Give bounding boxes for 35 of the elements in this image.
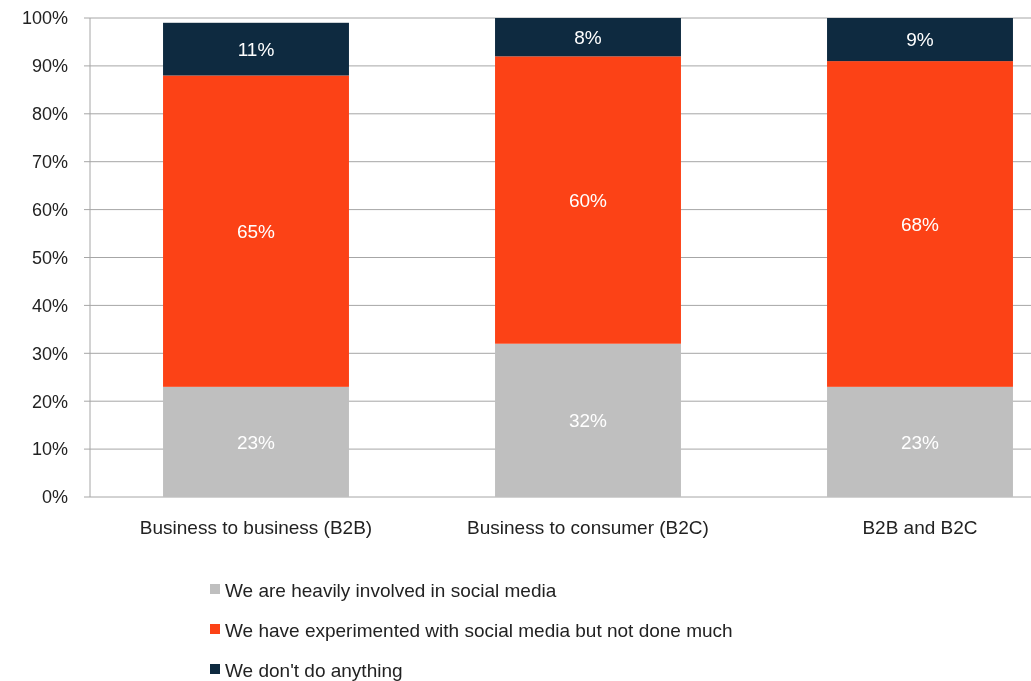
data-label: 60%: [568, 189, 608, 211]
bar: [495, 343, 681, 497]
legend-label: We don't do anything: [225, 659, 403, 681]
bar: [495, 18, 681, 57]
y-tick-label: 10%: [31, 439, 68, 460]
bar: [163, 75, 349, 387]
y-tick-label: 70%: [31, 152, 68, 172]
legend-label: We are heavily involved in social media: [225, 579, 557, 601]
y-tick-label: 100%: [21, 8, 68, 29]
data-label: 8%: [574, 26, 602, 48]
data-label: 23%: [236, 431, 276, 453]
legend-label: We have experimented with social media but not done much: [225, 619, 733, 641]
data-label: 65%: [236, 220, 276, 242]
y-tick-label: 40%: [31, 295, 68, 316]
y-tick-label: 80%: [31, 104, 68, 125]
y-tick-label: 0%: [41, 487, 68, 508]
y-tick-label: 30%: [31, 343, 68, 364]
bar: [495, 56, 681, 344]
data-label: 23%: [900, 431, 940, 453]
bar: [827, 61, 1013, 387]
bar: [163, 386, 349, 497]
data-label: 68%: [900, 213, 940, 235]
y-tick-label: 60%: [31, 199, 68, 220]
data-label: 9%: [906, 29, 934, 51]
bar: [827, 386, 1013, 497]
data-label: 11%: [237, 38, 275, 60]
x-tick-label: Business to business (B2B): [139, 517, 373, 538]
bar: [827, 18, 1013, 62]
y-tick-label: 90%: [31, 56, 68, 77]
x-tick-label: B2B and B2C: [862, 517, 978, 538]
y-tick-label: 20%: [31, 391, 68, 412]
x-tick-label: Business to consumer (B2C): [467, 517, 709, 538]
data-label: 32%: [568, 410, 608, 432]
bar: [163, 22, 349, 76]
y-tick-label: 50%: [31, 247, 68, 268]
